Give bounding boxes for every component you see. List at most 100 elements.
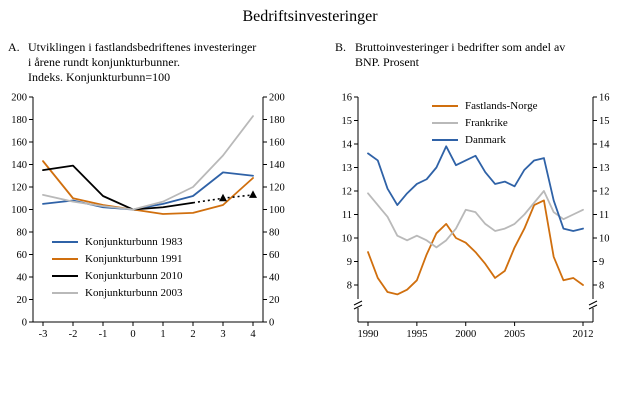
y-tick-label-right: 0 [269, 318, 274, 329]
y-tick-label-left: 10 [342, 234, 353, 245]
y-tick-label-right: 40 [269, 273, 280, 284]
y-tick-label-right: 15 [599, 116, 610, 127]
legend-item-konjunkturbunn-2003: Konjunkturbunn 2003 [52, 284, 182, 301]
x-tick-label: 2012 [573, 329, 594, 340]
y-tick-label-right: 10 [599, 234, 610, 245]
y-tick-label-right: 8 [599, 281, 604, 292]
x-tick-label: 4 [250, 329, 256, 340]
line-swatch-danmark [432, 138, 458, 141]
x-tick-label: 2005 [504, 329, 525, 340]
y-tick-label-left: 15 [342, 116, 353, 127]
x-tick-label: 1990 [358, 329, 379, 340]
legend-item-fastlands-norge: Fastlands-Norge [432, 97, 538, 114]
triangle-marker [249, 190, 257, 198]
x-tick-label: 2000 [455, 329, 476, 340]
y-tick-label-left: 200 [11, 93, 27, 104]
y-tick-label-left: 100 [11, 205, 27, 216]
panel-a-label: A. [8, 40, 20, 54]
legend-item-konjunkturbunn-1983: Konjunkturbunn 1983 [52, 233, 182, 250]
y-tick-label-right: 14 [599, 140, 610, 151]
triangle-marker [219, 193, 227, 202]
x-tick-label: -2 [69, 329, 78, 340]
y-tick-label-right: 16 [599, 93, 610, 104]
y-tick-label-left: 20 [17, 295, 28, 306]
series-line-konjunkturbunn-2010 [42, 164, 194, 211]
panel-b-heading: B. Bruttoinvesteringer i bedrifter som a… [335, 40, 617, 70]
legend-label-2010: Konjunkturbunn 2010 [85, 269, 183, 282]
legend-item-konjunkturbunn-2010: Konjunkturbunn 2010 [52, 267, 182, 284]
x-tick-label: 3 [220, 329, 225, 340]
x-tick-label: 2 [190, 329, 195, 340]
series-line-fastlands-norge [367, 199, 584, 296]
x-tick-label: 1995 [406, 329, 427, 340]
x-tick-label: 0 [130, 329, 135, 340]
y-tick-label-right: 200 [269, 93, 285, 104]
line-swatch-1983 [52, 240, 78, 243]
series-line-konjunkturbunn-2003 [42, 115, 254, 211]
y-tick-label-right: 160 [269, 138, 285, 149]
y-tick-label-left: 60 [17, 250, 28, 261]
y-tick-label-left: 12 [342, 187, 353, 198]
legend-item-danmark: Danmark [432, 131, 538, 148]
y-tick-label-right: 60 [269, 250, 280, 261]
y-tick-label-right: 80 [269, 228, 280, 239]
y-tick-label-left: 140 [11, 160, 27, 171]
y-tick-label-left: 40 [17, 273, 28, 284]
y-tick-label-left: 180 [11, 115, 27, 126]
y-tick-label-right: 180 [269, 115, 285, 126]
y-tick-label-right: 11 [599, 210, 609, 221]
panel-a-heading: A. Utviklingen i fastlandsbedriftenes in… [8, 40, 320, 85]
y-tick-label-right: 20 [269, 295, 280, 306]
legend-item-frankrike: Frankrike [432, 114, 538, 131]
line-swatch-1991 [52, 257, 78, 260]
y-tick-label-left: 8 [347, 281, 352, 292]
y-tick-label-left: 80 [17, 228, 28, 239]
y-tick-label-left: 14 [342, 140, 353, 151]
panel-b-chart: 8 8 9 9 10 10 11 11 12 12 13 13 14 14 15 15 16 16 1990 1995… [342, 93, 611, 341]
y-tick-label-left: 16 [342, 93, 353, 104]
panel-b-heading-line-2: BNP. Prosent [355, 55, 420, 69]
y-tick-label-left: 13 [342, 163, 353, 174]
y-tick-label-left: 11 [342, 210, 352, 221]
legend-label-2003: Konjunkturbunn 2003 [85, 286, 183, 299]
y-tick-label-right: 9 [599, 257, 604, 268]
panel-a-heading-line-2: i årene rundt konjunkturbunner. [28, 55, 180, 69]
line-swatch-frankrike [432, 121, 458, 124]
line-swatch-fastlands-norge [432, 104, 458, 107]
panel-b-label: B. [335, 40, 347, 54]
panel-b-heading-line-1: Bruttoinvesteringer i bedrifter som ande… [355, 40, 566, 54]
axis-break-mark [588, 304, 598, 310]
y-tick-label-right: 100 [269, 205, 285, 216]
series-line-konjunkturbunn-1983 [42, 171, 254, 211]
axis-break-mark [588, 300, 598, 306]
y-tick-label-right: 12 [599, 187, 610, 198]
y-tick-label-left: 0 [22, 318, 27, 329]
y-tick-label-right: 140 [269, 160, 285, 171]
panel-b-heading-text: Bruttoinvesteringer i bedrifter som ande… [355, 40, 565, 70]
panel-a-heading-line-3: Indeks. Konjunkturbunn=100 [28, 70, 171, 84]
axis-break-mark [353, 300, 363, 306]
panel-a-heading-text: Utviklingen i fastlandsbedriftenes inves… [28, 40, 256, 85]
y-tick-label-left: 120 [11, 183, 27, 194]
panel-a-legend: Konjunkturbunn 1983 Konjunkturbunn 1991 … [52, 233, 182, 301]
series-line-konjunkturbunn-1991 [42, 160, 254, 215]
legend-label-1983: Konjunkturbunn 1983 [85, 235, 183, 248]
x-tick-label: 1 [160, 329, 165, 340]
line-swatch-2003 [52, 291, 78, 294]
y-tick-label-right: 120 [269, 183, 285, 194]
line-swatch-2010 [52, 274, 78, 277]
axis-break-mark [353, 304, 363, 310]
legend-item-konjunkturbunn-1991: Konjunkturbunn 1991 [52, 250, 182, 267]
panel-a-heading-line-1: Utviklingen i fastlandsbedriftenes inves… [28, 40, 257, 54]
series-line-danmark [367, 145, 584, 232]
legend-label-fastlands-norge: Fastlands-Norge [465, 99, 538, 112]
x-tick-label: -1 [99, 329, 108, 340]
legend-label-frankrike: Frankrike [465, 116, 508, 129]
y-tick-label-right: 13 [599, 163, 610, 174]
y-tick-label-left: 9 [347, 257, 352, 268]
legend-label-danmark: Danmark [465, 133, 506, 146]
x-tick-label: -3 [39, 329, 48, 340]
panel-b-legend: Fastlands-Norge Frankrike Danmark [432, 97, 538, 148]
